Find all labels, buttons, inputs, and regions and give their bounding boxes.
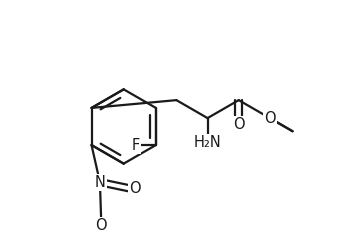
- Text: O: O: [264, 111, 276, 126]
- Text: O: O: [129, 181, 140, 196]
- Text: O: O: [233, 117, 244, 133]
- Text: H₂N: H₂N: [194, 135, 221, 150]
- Text: O: O: [95, 218, 107, 233]
- Text: F: F: [132, 138, 140, 153]
- Text: N: N: [94, 175, 105, 190]
